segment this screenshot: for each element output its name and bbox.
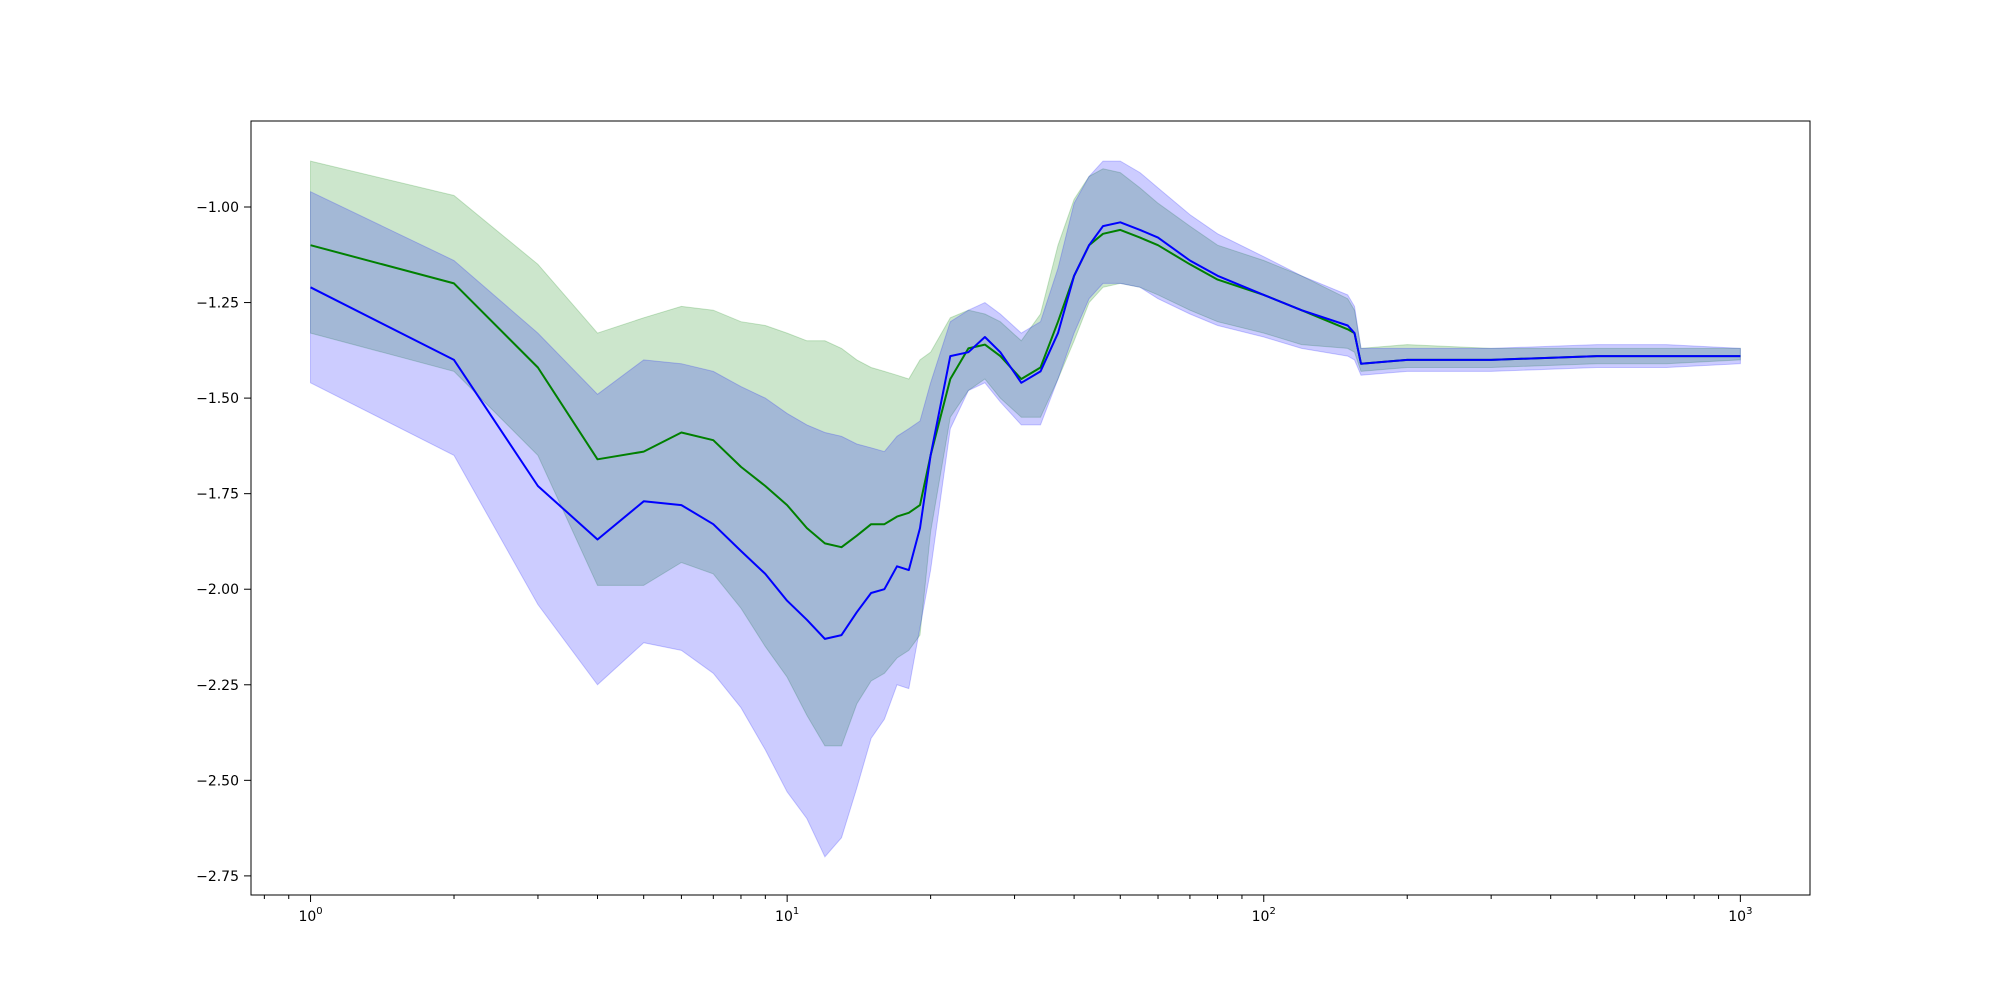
y-tick-label: −2.25 <box>196 678 239 694</box>
x-tick-label: 100 <box>298 906 322 925</box>
series-2-band <box>310 160 1741 858</box>
series-2-line <box>310 221 1741 640</box>
x-tick-label-base: 10 <box>1728 909 1746 925</box>
y-tick-label: −2.75 <box>196 869 239 885</box>
x-tick-label-exponent: 3 <box>1746 906 1752 917</box>
y-tick-label: −1.25 <box>196 296 239 312</box>
x-tick-label-base: 10 <box>1252 909 1270 925</box>
y-tick-label: −2.50 <box>196 773 239 789</box>
plot-frame <box>250 120 1811 896</box>
x-tick-label: 102 <box>1252 906 1276 925</box>
y-tick-label: −2.00 <box>196 582 239 598</box>
mean-lines <box>310 221 1741 640</box>
x-tick-label-exponent: 2 <box>1269 906 1275 917</box>
x-axis: 100 101 102 103 <box>263 895 1752 925</box>
x-tick-label-base: 10 <box>775 909 793 925</box>
x-tick-label-exponent: 1 <box>793 906 799 917</box>
x-tick-label-base: 10 <box>298 909 316 925</box>
confidence-bands <box>310 160 1741 858</box>
series-1-band <box>310 160 1741 747</box>
y-axis: −1.00 −1.25 −1.50 −1.75 −2.00 −2.25 −2.50 −2.75 <box>196 200 251 885</box>
y-tick-label: −1.50 <box>196 391 239 407</box>
series-1-line <box>310 228 1741 549</box>
x-tick-label-exponent: 0 <box>316 906 322 917</box>
y-tick-label: −1.75 <box>196 487 239 503</box>
x-tick-label: 103 <box>1728 906 1752 925</box>
x-tick-label: 101 <box>775 906 799 925</box>
y-tick-label: −1.00 <box>196 200 239 216</box>
